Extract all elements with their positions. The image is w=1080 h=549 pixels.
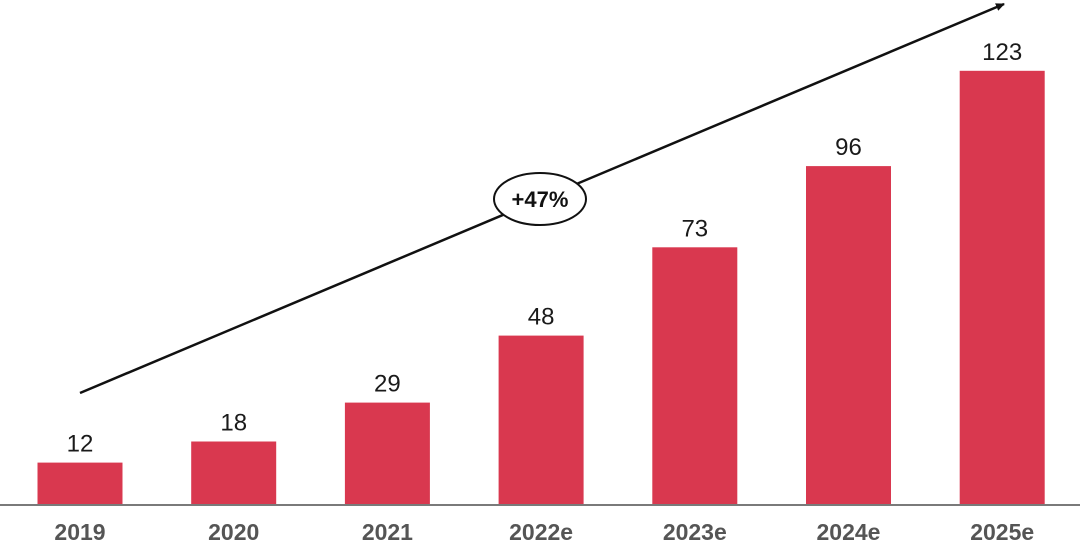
bar-2019 xyxy=(37,462,123,505)
bar-value-label: 29 xyxy=(374,371,401,398)
bar-value-label: 123 xyxy=(982,39,1022,66)
x-tick-label: 2022e xyxy=(509,519,573,545)
bar-2022e xyxy=(498,335,584,505)
cagr-annotation: +47% xyxy=(493,172,587,226)
bar-value-label: 48 xyxy=(528,304,555,331)
cagr-label: +47% xyxy=(512,187,569,212)
bar-2020 xyxy=(191,441,277,505)
bar-value-label: 96 xyxy=(835,134,862,161)
x-tick-label: 2023e xyxy=(663,519,727,545)
bar-value-label: 73 xyxy=(681,215,708,242)
bar-2024e xyxy=(806,166,891,505)
bars-layer: 12 18 29 48 73 96 123 xyxy=(37,39,1045,506)
x-tick-label: 2021 xyxy=(362,519,413,545)
x-tick-label: 2025e xyxy=(970,519,1034,545)
x-tick-labels: 2019 2020 2021 2022e 2023e 2024e 2025e xyxy=(54,519,1034,545)
bar-2023e xyxy=(652,247,738,506)
bar-value-label: 12 xyxy=(67,431,94,458)
bar-2021 xyxy=(344,402,430,505)
bar-value-label: 18 xyxy=(220,410,247,437)
x-tick-label: 2020 xyxy=(208,519,259,545)
cagr-ellipse xyxy=(493,172,587,226)
x-tick-label: 2019 xyxy=(54,519,105,545)
x-tick-label: 2024e xyxy=(817,519,881,545)
bar-2025e xyxy=(959,70,1045,506)
